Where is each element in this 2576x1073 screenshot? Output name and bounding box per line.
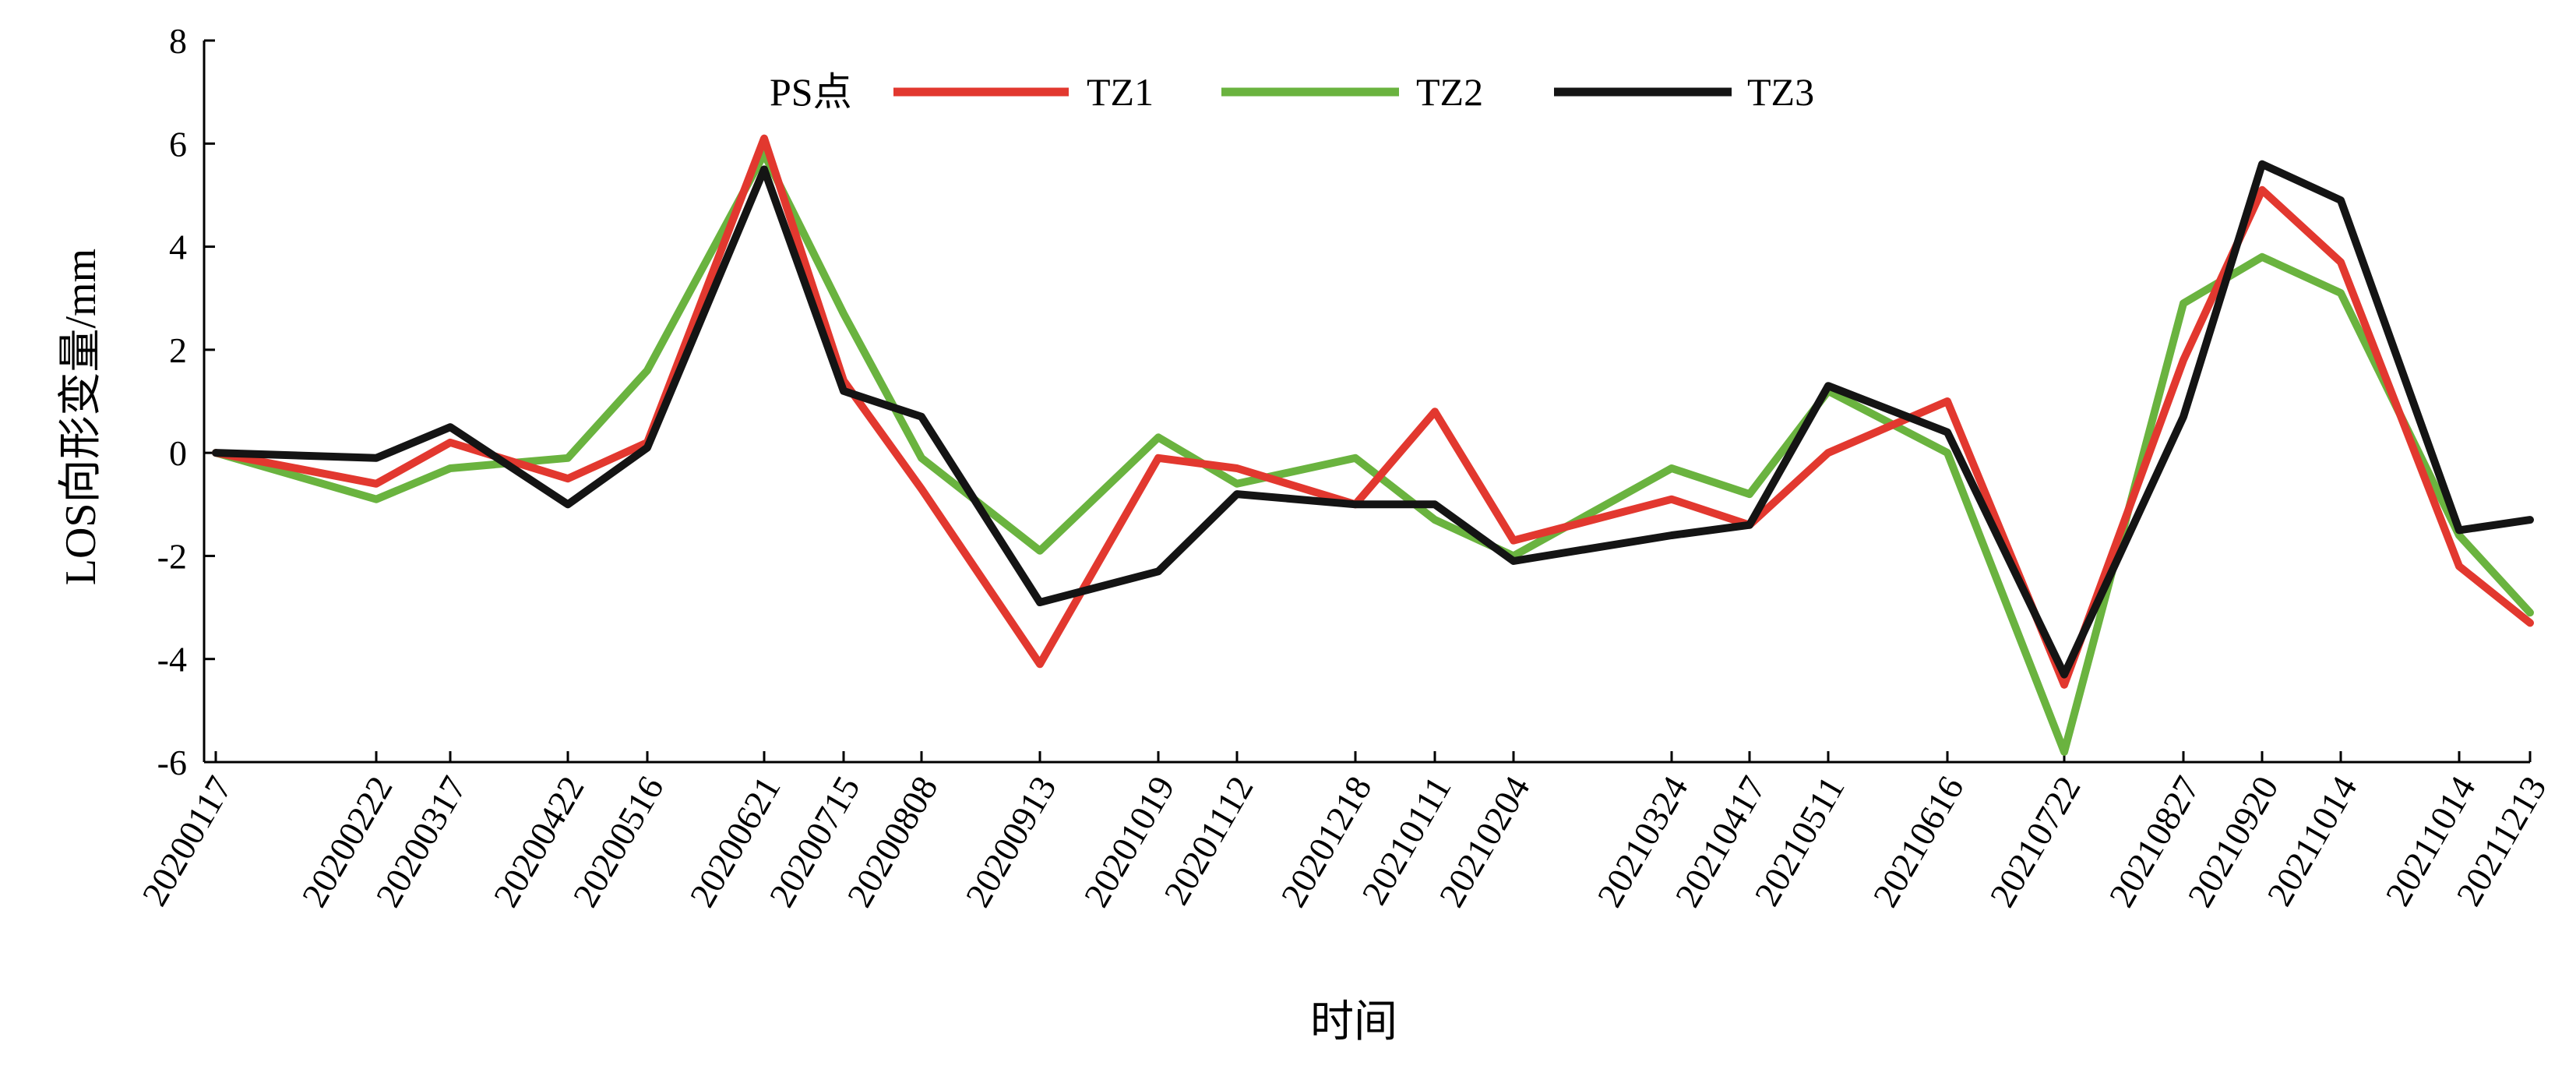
- y-tick-label: -6: [157, 743, 187, 782]
- series-line-tz1: [212, 134, 2534, 689]
- series-line-tz2: [212, 150, 2534, 756]
- y-axis-title: LOS向形变量/mm: [57, 249, 105, 585]
- y-tick-label: 6: [169, 124, 187, 164]
- x-tick-label: 20210722: [1982, 770, 2088, 914]
- x-axis-title: 时间: [1310, 998, 1397, 1047]
- y-tick-label: -2: [157, 536, 187, 576]
- x-tick-label: 20200913: [957, 770, 1063, 914]
- series-layer: [212, 134, 2534, 756]
- legend-label-tz2: TZ2: [1416, 70, 1483, 114]
- y-tick-label: 2: [169, 330, 187, 370]
- y-tick-label: -4: [157, 640, 187, 679]
- legend-title: PS点: [770, 70, 852, 114]
- series-line-tz3: [212, 160, 2534, 679]
- y-tick-label: 4: [169, 228, 187, 267]
- x-tick-label: 20210616: [1865, 770, 1971, 914]
- legend-label-tz1: TZ1: [1087, 70, 1154, 114]
- y-tick-label: 8: [169, 21, 187, 61]
- y-axis: 8 6 4 2 0 -2 -4 -6: [157, 21, 215, 782]
- y-tick-label: 0: [169, 433, 187, 473]
- x-tick-label: 20200117: [134, 770, 239, 912]
- legend-label-tz3: TZ3: [1747, 70, 1814, 114]
- legend: PS点 TZ1 TZ2 TZ3: [770, 70, 1814, 114]
